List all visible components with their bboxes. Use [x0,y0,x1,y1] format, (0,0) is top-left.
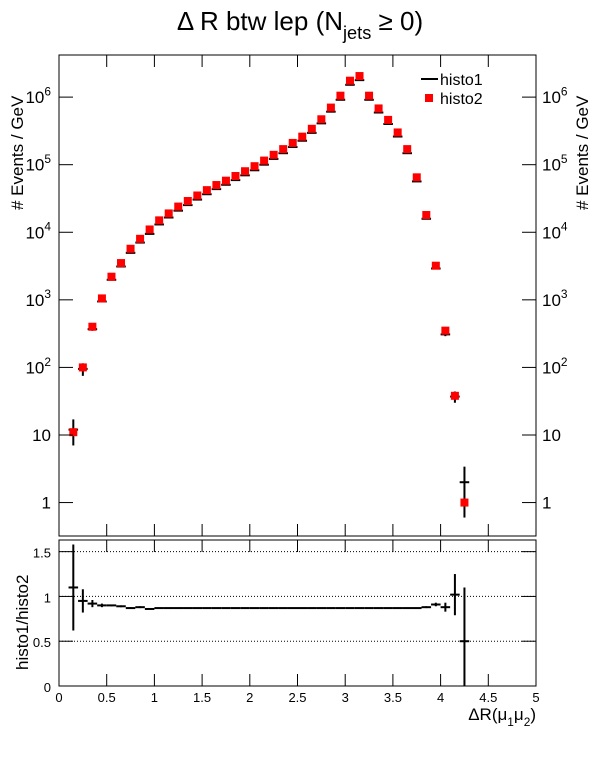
marker [269,150,278,159]
x-tick-label: 1.5 [193,690,211,705]
marker [117,259,126,268]
ratio-area [59,544,536,686]
marker [403,145,412,154]
marker [155,216,164,225]
x-tick-label: 2.5 [288,690,306,705]
marker [298,132,307,141]
marker [250,162,259,171]
ratio-y-axis-title: histo1/histo2 [13,575,32,670]
marker [183,197,192,206]
marker [78,363,87,372]
y-tick-label: 1 [42,494,51,513]
marker [460,498,469,507]
marker [136,234,145,243]
y-tick-label: 104 [25,220,51,243]
marker [307,124,316,133]
marker [97,294,106,303]
marker [345,76,354,85]
marker [365,91,374,100]
legend-marker [425,94,433,102]
marker [231,172,240,181]
y-tick-label-right: 105 [542,152,568,175]
marker [164,209,173,218]
y-tick-label: 1.5 [33,546,51,561]
marker [260,156,269,165]
marker [384,115,393,124]
chart-title: Δ R btw lep (Njets ≥ 0) [177,6,423,43]
marker [174,202,183,211]
marker [279,145,288,154]
marker [107,272,116,281]
main-area [68,72,470,518]
marker [221,176,230,185]
marker [412,173,421,182]
y-tick-label: 103 [25,287,51,310]
marker [393,128,402,137]
y-tick-label: 102 [25,355,51,378]
x-tick-label: 0.5 [98,690,116,705]
marker [145,225,154,234]
upper-frame [58,54,537,537]
y-axis-title-right: # Events / GeV [573,95,592,210]
marker [317,115,326,124]
marker [202,186,211,195]
marker [88,322,97,331]
marker [431,261,440,270]
y-tick-label: 10 [32,426,51,445]
x-axis-title: ΔR(μ1μ2) [468,705,536,729]
marker [326,103,335,112]
marker [69,428,78,437]
y-tick-label-right: 1 [542,494,551,513]
marker [441,326,450,335]
y-tick-label: 0 [44,680,51,695]
marker [422,211,431,220]
y-tick-label-right: 104 [542,220,568,243]
y-tick-label-right: 106 [542,84,568,107]
marker [336,91,345,100]
x-tick-label: 0 [55,690,62,705]
y-tick-label-right: 103 [542,287,568,310]
marker [450,391,459,400]
x-tick-label: 4.5 [479,690,497,705]
marker [288,138,297,147]
x-tick-label: 2 [246,690,253,705]
marker [374,104,383,113]
marker [241,167,250,176]
marker [193,191,202,200]
legend-label: histo1 [440,72,483,89]
marker [212,181,221,190]
y-tick-label: 106 [25,84,51,107]
marker [126,244,135,253]
legend-label: histo2 [440,91,483,108]
x-tick-label: 3 [342,690,349,705]
y-tick-label-right: 10 [542,426,561,445]
y-tick-label: 0.5 [33,635,51,650]
x-tick-label: 1 [151,690,158,705]
y-tick-label-right: 102 [542,355,568,378]
y-axis-title: # Events / GeV [8,95,27,210]
x-tick-label: 5 [532,690,539,705]
x-tick-label: 3.5 [384,690,402,705]
y-tick-label: 1 [44,590,51,605]
x-tick-label: 4 [437,690,444,705]
y-tick-label: 105 [25,152,51,175]
marker [355,72,364,81]
